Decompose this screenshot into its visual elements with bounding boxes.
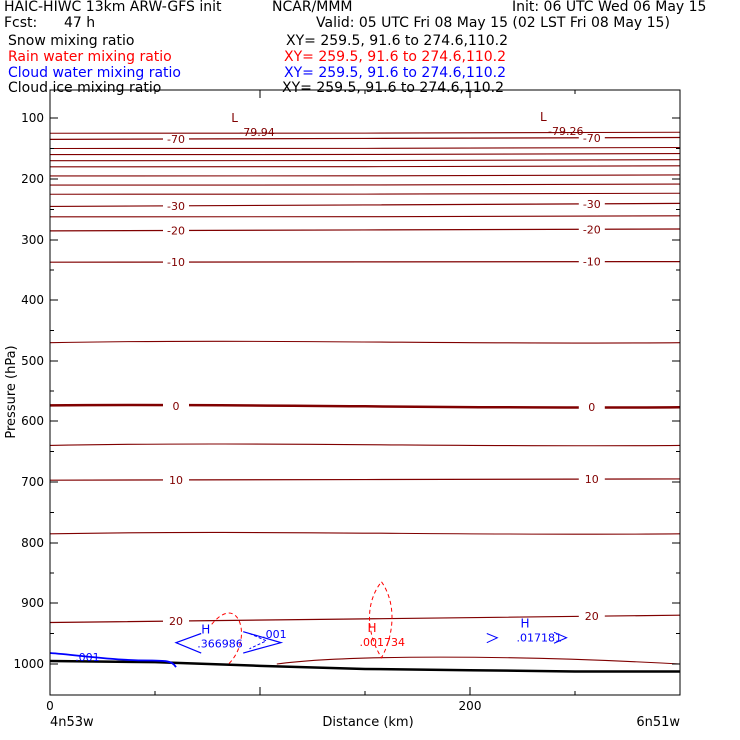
temperature-contour-label: 0 <box>588 401 595 414</box>
temperature-contour <box>49 153 681 156</box>
org-label: NCAR/MMM <box>272 0 353 15</box>
cloud-water-high-value: .017181 <box>517 632 563 645</box>
temperature-contour-label: 20 <box>169 615 183 628</box>
field-xy-snow: XY= 259.5, 91.6 to 274.6,110.2 <box>286 33 509 49</box>
temperature-contour-label: -30 <box>167 200 185 213</box>
x-tick-label: 200 <box>459 699 482 713</box>
cloud-water-contour <box>49 652 177 668</box>
low-marker: L <box>231 111 238 125</box>
temperature-contour <box>49 159 681 162</box>
contour-label-bg <box>578 222 605 236</box>
y-tick-label: 100 <box>21 111 44 125</box>
temperature-contour-label: -10 <box>583 256 601 269</box>
y-axis-title: Pressure (hPa) <box>4 345 19 438</box>
temperature-contour <box>49 183 681 186</box>
temperature-contour-label: -70 <box>583 132 601 145</box>
temperature-contour <box>49 165 681 168</box>
y-tick-label: 500 <box>21 354 44 368</box>
cloud-water-high-value: .366986 <box>197 638 243 651</box>
rain-contour <box>211 612 242 665</box>
temperature-contour <box>49 215 681 218</box>
rain-contour <box>369 581 393 659</box>
contour-label-bg <box>163 198 189 212</box>
contour-label-bg <box>163 472 189 486</box>
plot-frame <box>49 89 681 696</box>
y-tick-label: 900 <box>21 596 44 610</box>
temperature-contour-label: -10 <box>167 256 185 269</box>
y-tick-label: 600 <box>21 414 44 428</box>
temperature-contour <box>49 531 681 535</box>
forecast-label: Fcst: <box>4 15 38 31</box>
x-end-label: 6n51w <box>636 715 680 730</box>
terrain-line <box>49 659 680 673</box>
temperature-contour <box>49 340 681 344</box>
temperature-contour-label: 0 <box>173 400 180 413</box>
field-name-cloud-water: Cloud water mixing ratio <box>8 65 181 81</box>
temperature-contour <box>276 656 681 665</box>
init-time: Init: 06 UTC Wed 06 May 15 <box>512 0 707 15</box>
temperature-contour <box>49 146 681 150</box>
y-tick-label: 200 <box>21 172 44 186</box>
contour-label-bg <box>163 614 189 628</box>
cloud-water-contour-label: .001 <box>262 628 287 641</box>
rain-high-value: .001734 <box>360 636 406 649</box>
cloud-water-contour <box>486 631 568 644</box>
contour-label-bg <box>163 223 189 237</box>
temperature-contour <box>49 192 681 195</box>
temperature-contour-label: -30 <box>583 198 601 211</box>
forecast-hours: 47 h <box>64 15 96 31</box>
valid-time: Valid: 05 UTC Fri 08 May 15 (02 LST Fri … <box>316 15 670 31</box>
contour-label-bg <box>578 399 605 413</box>
y-tick-label: 300 <box>21 233 44 247</box>
x-start-label: 4n53w <box>50 715 94 730</box>
low-marker: L <box>540 110 547 124</box>
low-value: -79.26 <box>548 125 583 138</box>
field-xy-cloud-ice: XY= 259.5, 91.6 to 274.6,110.2 <box>282 80 505 96</box>
temperature-contour-label: -70 <box>167 133 185 146</box>
cloud-water-contour <box>249 633 268 650</box>
temperature-contour <box>49 131 681 134</box>
cloud-water-contour <box>174 631 284 654</box>
temperature-contour <box>49 443 681 447</box>
cloud-water-high-marker: H <box>201 623 210 637</box>
temperature-contour-label: 10 <box>169 474 183 487</box>
contour-label-bg <box>163 398 189 412</box>
temperature-contour-label: -20 <box>583 223 601 236</box>
x-axis-title: Distance (km) <box>322 715 413 730</box>
field-name-snow: Snow mixing ratio <box>8 33 135 49</box>
contour-label-bg <box>163 255 189 269</box>
contour-label-bg <box>578 609 605 623</box>
temperature-contour-label: 20 <box>585 610 599 623</box>
y-tick-label: 700 <box>21 475 44 489</box>
rain-high-marker: H <box>368 621 377 635</box>
cloud-water-contour-label: .001 <box>75 651 100 664</box>
temperature-contour <box>49 174 681 177</box>
field-xy-cloud-water: XY= 259.5, 91.6 to 274.6,110.2 <box>284 65 507 81</box>
field-name-cloud-ice: Cloud ice mixing ratio <box>8 80 162 96</box>
field-name-rain: Rain water mixing ratio <box>8 49 172 65</box>
contour-label-bg <box>578 472 605 486</box>
y-tick-label: 1000 <box>13 657 44 671</box>
x-tick-label: 0 <box>46 699 54 713</box>
contour-label-bg <box>578 130 605 144</box>
y-tick-label: 400 <box>21 293 44 307</box>
temperature-contour-label: -20 <box>167 224 185 237</box>
y-tick-label: 800 <box>21 536 44 550</box>
contour-label-bg <box>163 131 189 145</box>
model-title: HAIC-HIWC 13km ARW-GFS init <box>4 0 222 15</box>
temperature-contour-label: 10 <box>585 473 599 486</box>
cloud-water-high-marker: H <box>521 617 530 631</box>
field-xy-rain: XY= 259.5, 91.6 to 274.6,110.2 <box>284 49 507 65</box>
low-value: -79.94 <box>239 126 274 139</box>
contour-label-bg <box>578 196 605 210</box>
contour-label-bg <box>578 254 605 268</box>
